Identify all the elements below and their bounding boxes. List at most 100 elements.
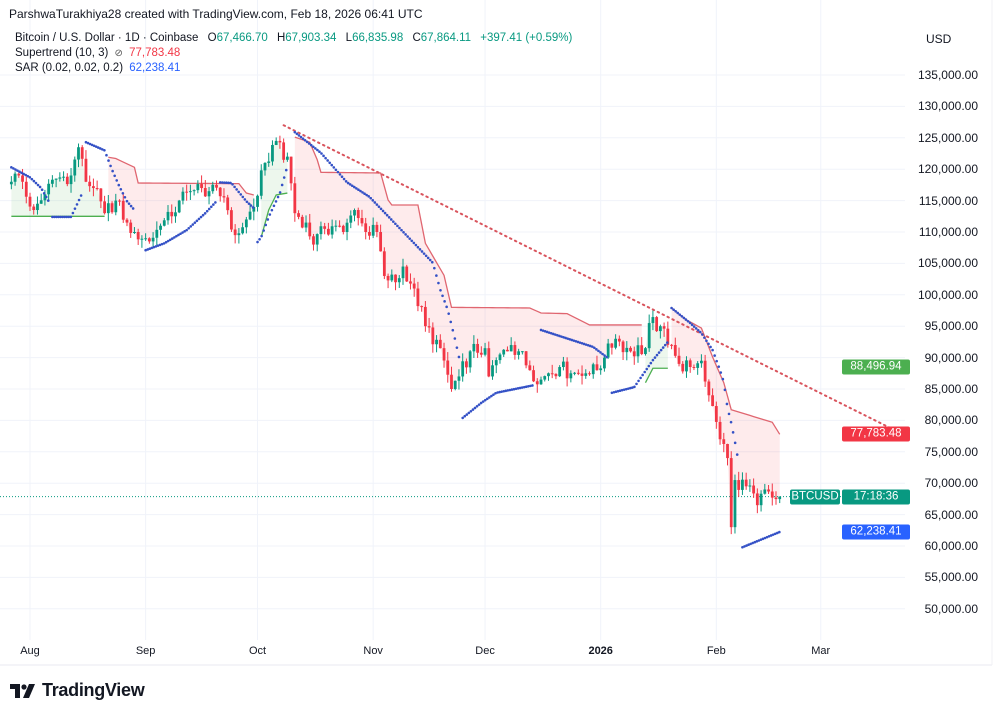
sar-dot [457,355,461,359]
sar-dot [127,202,131,205]
candle-body [237,233,241,236]
sar-dot [637,379,640,383]
candle-body [147,238,151,242]
sar-dot [30,177,34,181]
candle-body [28,196,32,207]
sar-dot [44,195,48,199]
candle-body [752,485,756,494]
sar-dot [733,441,737,445]
candle-body [39,200,43,204]
candle-body [330,226,334,235]
sar-dot [698,330,702,334]
sar-dot [375,203,379,206]
sar-dot [239,193,243,196]
sar-dot [40,188,44,191]
sar-dot [162,242,166,245]
sar-dot [616,389,620,393]
candle-body [379,232,383,252]
sar-dot [588,344,592,348]
sar-dot [769,534,773,537]
trendline[interactable] [282,124,908,438]
sar-dot [260,234,263,238]
candle-body [285,156,289,160]
sar-dot [520,386,524,389]
sar-dot [266,218,270,221]
sar-dot [624,387,628,391]
sar-dot [326,159,329,162]
candle-body [386,275,390,281]
candle-body [84,158,88,182]
candle-body [69,175,73,185]
sar-dot [377,205,381,209]
candle-body [644,348,647,355]
sar-dot [574,339,578,343]
sar-dot [400,228,403,232]
candle-body [80,147,84,159]
sar-dot [322,154,325,158]
price-tick-label: 50,000.00 [924,601,978,616]
sar-dot [778,530,781,534]
candle-body [360,218,364,224]
sar-dot [445,305,448,309]
sar-dot [670,306,673,310]
candle-body [244,219,248,228]
sar-dot [522,385,526,389]
currency-label[interactable]: USD [926,32,952,46]
sar-dot [453,337,457,340]
time-tick-label: Dec [475,645,495,657]
sar-dot [22,172,25,176]
sar-dots [10,130,781,549]
candle-body [703,360,707,382]
candle-body [375,224,379,232]
sar-dot [233,185,236,189]
candle-body [741,479,744,490]
sar-dot [747,543,750,547]
sar-dot [284,168,288,172]
candle-body [315,234,319,245]
sar-dot [410,239,414,243]
sar-legend[interactable]: SAR (0.02, 0.02, 0.2) 62,238.41 [15,61,572,76]
hidden-eye-icon[interactable]: ⊘ [114,48,123,59]
price-tick-label: 80,000.00 [924,413,978,428]
candle-body [114,200,118,213]
sar-dot [518,386,522,390]
candle-body [300,216,304,228]
price-tag-sar-text: 62,238.41 [850,525,902,538]
sar-dot [220,181,224,184]
time-tick-label: Oct [248,645,267,657]
candle-body [166,211,170,221]
sar-dot [715,359,718,363]
symbol-legend[interactable]: Bitcoin / U.S. Dollar · 1D · Coinbase O6… [15,31,572,46]
sar-dot [340,175,344,178]
sar-dot [428,258,432,262]
sar-dot [92,144,96,148]
sar-dot [549,331,553,335]
sar-dot [28,175,32,179]
supertrend-legend[interactable]: Supertrend (10, 3) ⊘ 77,783.48 [15,46,572,61]
candle-body [274,140,278,146]
candle-body [539,379,543,385]
tradingview-logo[interactable]: TradingView [10,680,145,701]
sar-dot [350,184,354,188]
candle-body [353,210,356,216]
candle-body [625,347,629,353]
price-tick-label: 85,000.00 [924,382,978,396]
sar-dot [626,387,630,390]
sar-dot [433,266,436,270]
candle-body [356,210,360,219]
price-tick-label: 115,000.00 [918,193,978,208]
sar-dot [605,355,608,359]
sar-dot [721,377,725,381]
candle-body [43,194,47,201]
sar-dot [63,215,66,219]
sar-dot [280,183,284,187]
sar-dot [552,332,555,336]
candle-body [595,364,599,371]
sar-dot [749,542,752,546]
sar-dot [578,341,582,344]
sar-dot [270,208,274,212]
sar-dot [709,345,712,349]
sar-dot [418,248,422,251]
candle-body [479,352,483,355]
